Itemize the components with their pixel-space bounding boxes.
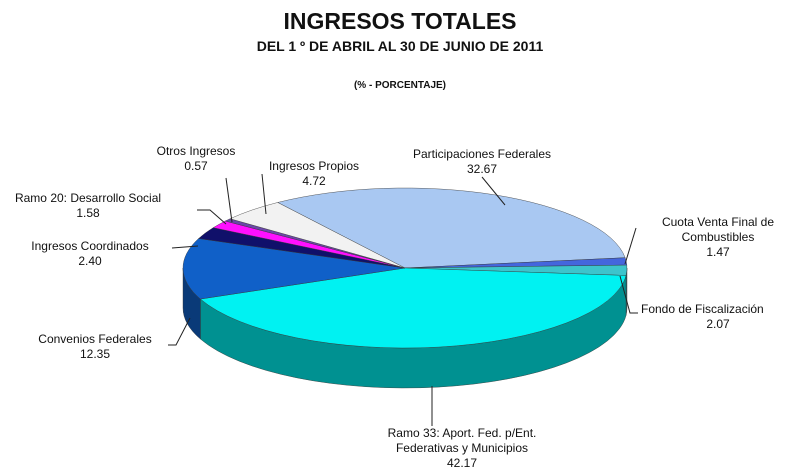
slice-label: Otros Ingresos [157,144,236,158]
slice [277,187,626,269]
slice-label: Participaciones Federales [413,147,551,161]
value-label: 2.40 [78,254,102,268]
leader-line [225,177,233,223]
slice [199,267,627,349]
value-label: 32.67 [467,162,497,176]
value-label: 12.35 [80,347,110,361]
slice-label: Ramo 33: Aport. Fed. p/Ent. Federativas y… [388,426,537,455]
value-label: 0.57 [184,159,208,173]
leader-line [624,227,637,265]
leader-line [197,209,227,225]
value-label: 42.17 [447,456,477,470]
slice-label: Fondo de Fiscalización [641,302,764,316]
unit-label: (% - PORCENTAJE) [354,80,446,91]
chart-title: INGRESOS TOTALES [283,8,516,34]
slice-label: Cuota Venta Final de Combustibles [662,215,774,244]
leader-line [168,317,191,346]
value-label: 4.72 [302,174,326,188]
leader-line [171,245,199,249]
value-label: 1.58 [76,206,100,220]
slice [229,202,406,269]
slice-label: Ramo 20: Desarrollo Social [15,191,161,205]
slice [182,238,406,300]
leader-line [481,176,506,206]
slice-label: Ingresos Coordinados [31,239,148,253]
value-label: 2.07 [706,317,730,331]
leader-line [619,275,638,314]
value-label: 1.47 [706,245,730,259]
slice-label: Ingresos Propios [269,159,359,173]
leader-line [261,173,267,215]
chart-subtitle: DEL 1 º DE ABRIL AL 30 DE JUNIO DE 2011 [257,38,544,54]
slice-label: Convenios Federales [38,332,151,346]
